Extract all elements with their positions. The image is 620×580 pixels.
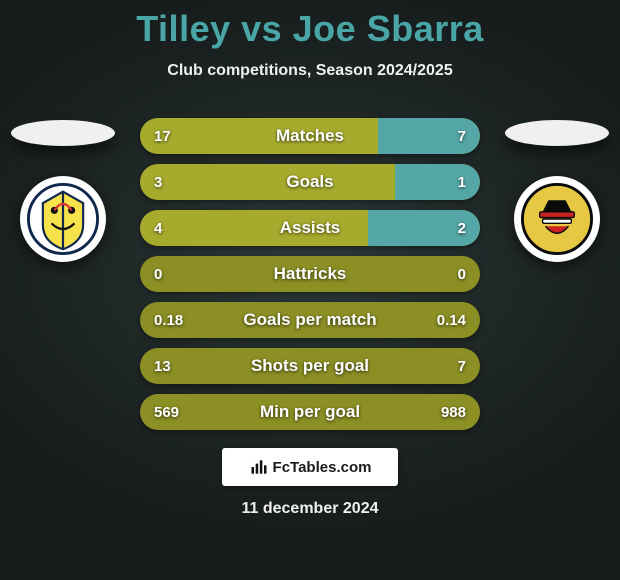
club-crest-left-icon xyxy=(27,183,99,255)
stat-value-right: 0 xyxy=(444,256,480,292)
stat-row: 0 0Hattricks xyxy=(140,256,480,292)
stat-row: 569 988Min per goal xyxy=(140,394,480,430)
stat-fill-left xyxy=(140,210,368,246)
stat-value-right: 0.14 xyxy=(423,302,480,338)
stat-row: 13 7Shots per goal xyxy=(140,348,480,384)
stat-fill-right xyxy=(378,118,480,154)
stat-fill-left xyxy=(140,164,395,200)
player-right-crest xyxy=(514,176,600,262)
stat-row: 42Assists xyxy=(140,210,480,246)
footer-brand-text: FcTables.com xyxy=(273,459,372,476)
stat-value-left: 0.18 xyxy=(140,302,197,338)
player-left-column xyxy=(8,120,118,262)
player-right-column xyxy=(502,120,612,262)
stat-value-left: 569 xyxy=(140,394,193,430)
stat-label: Shots per goal xyxy=(140,348,480,384)
player-right-shadow xyxy=(505,120,609,146)
player-left-shadow xyxy=(11,120,115,146)
page-title: Tilley vs Joe Sbarra xyxy=(0,0,620,50)
page: Tilley vs Joe Sbarra Club competitions, … xyxy=(0,0,620,580)
stat-label: Goals per match xyxy=(140,302,480,338)
stats-list: 177Matches 31Goals 42Assists 0 0Hattricks 0.1… xyxy=(140,118,480,430)
page-subtitle: Club competitions, Season 2024/2025 xyxy=(0,62,620,80)
stat-fill-left xyxy=(140,118,378,154)
chart-icon xyxy=(249,457,269,477)
club-crest-right-icon xyxy=(521,183,593,255)
stat-label: Min per goal xyxy=(140,394,480,430)
stat-value-right: 988 xyxy=(427,394,480,430)
stat-value-left: 0 xyxy=(140,256,176,292)
stat-value-right: 7 xyxy=(444,348,480,384)
player-left-crest xyxy=(20,176,106,262)
stat-row: 177Matches xyxy=(140,118,480,154)
stat-row: 31Goals xyxy=(140,164,480,200)
footer-brand-badge: FcTables.com xyxy=(222,448,398,486)
footer-date: 11 december 2024 xyxy=(0,500,620,518)
stat-fill-right xyxy=(395,164,480,200)
stat-value-left: 13 xyxy=(140,348,185,384)
stat-row: 0.18 0.14Goals per match xyxy=(140,302,480,338)
stat-label: Hattricks xyxy=(140,256,480,292)
stat-fill-right xyxy=(368,210,480,246)
